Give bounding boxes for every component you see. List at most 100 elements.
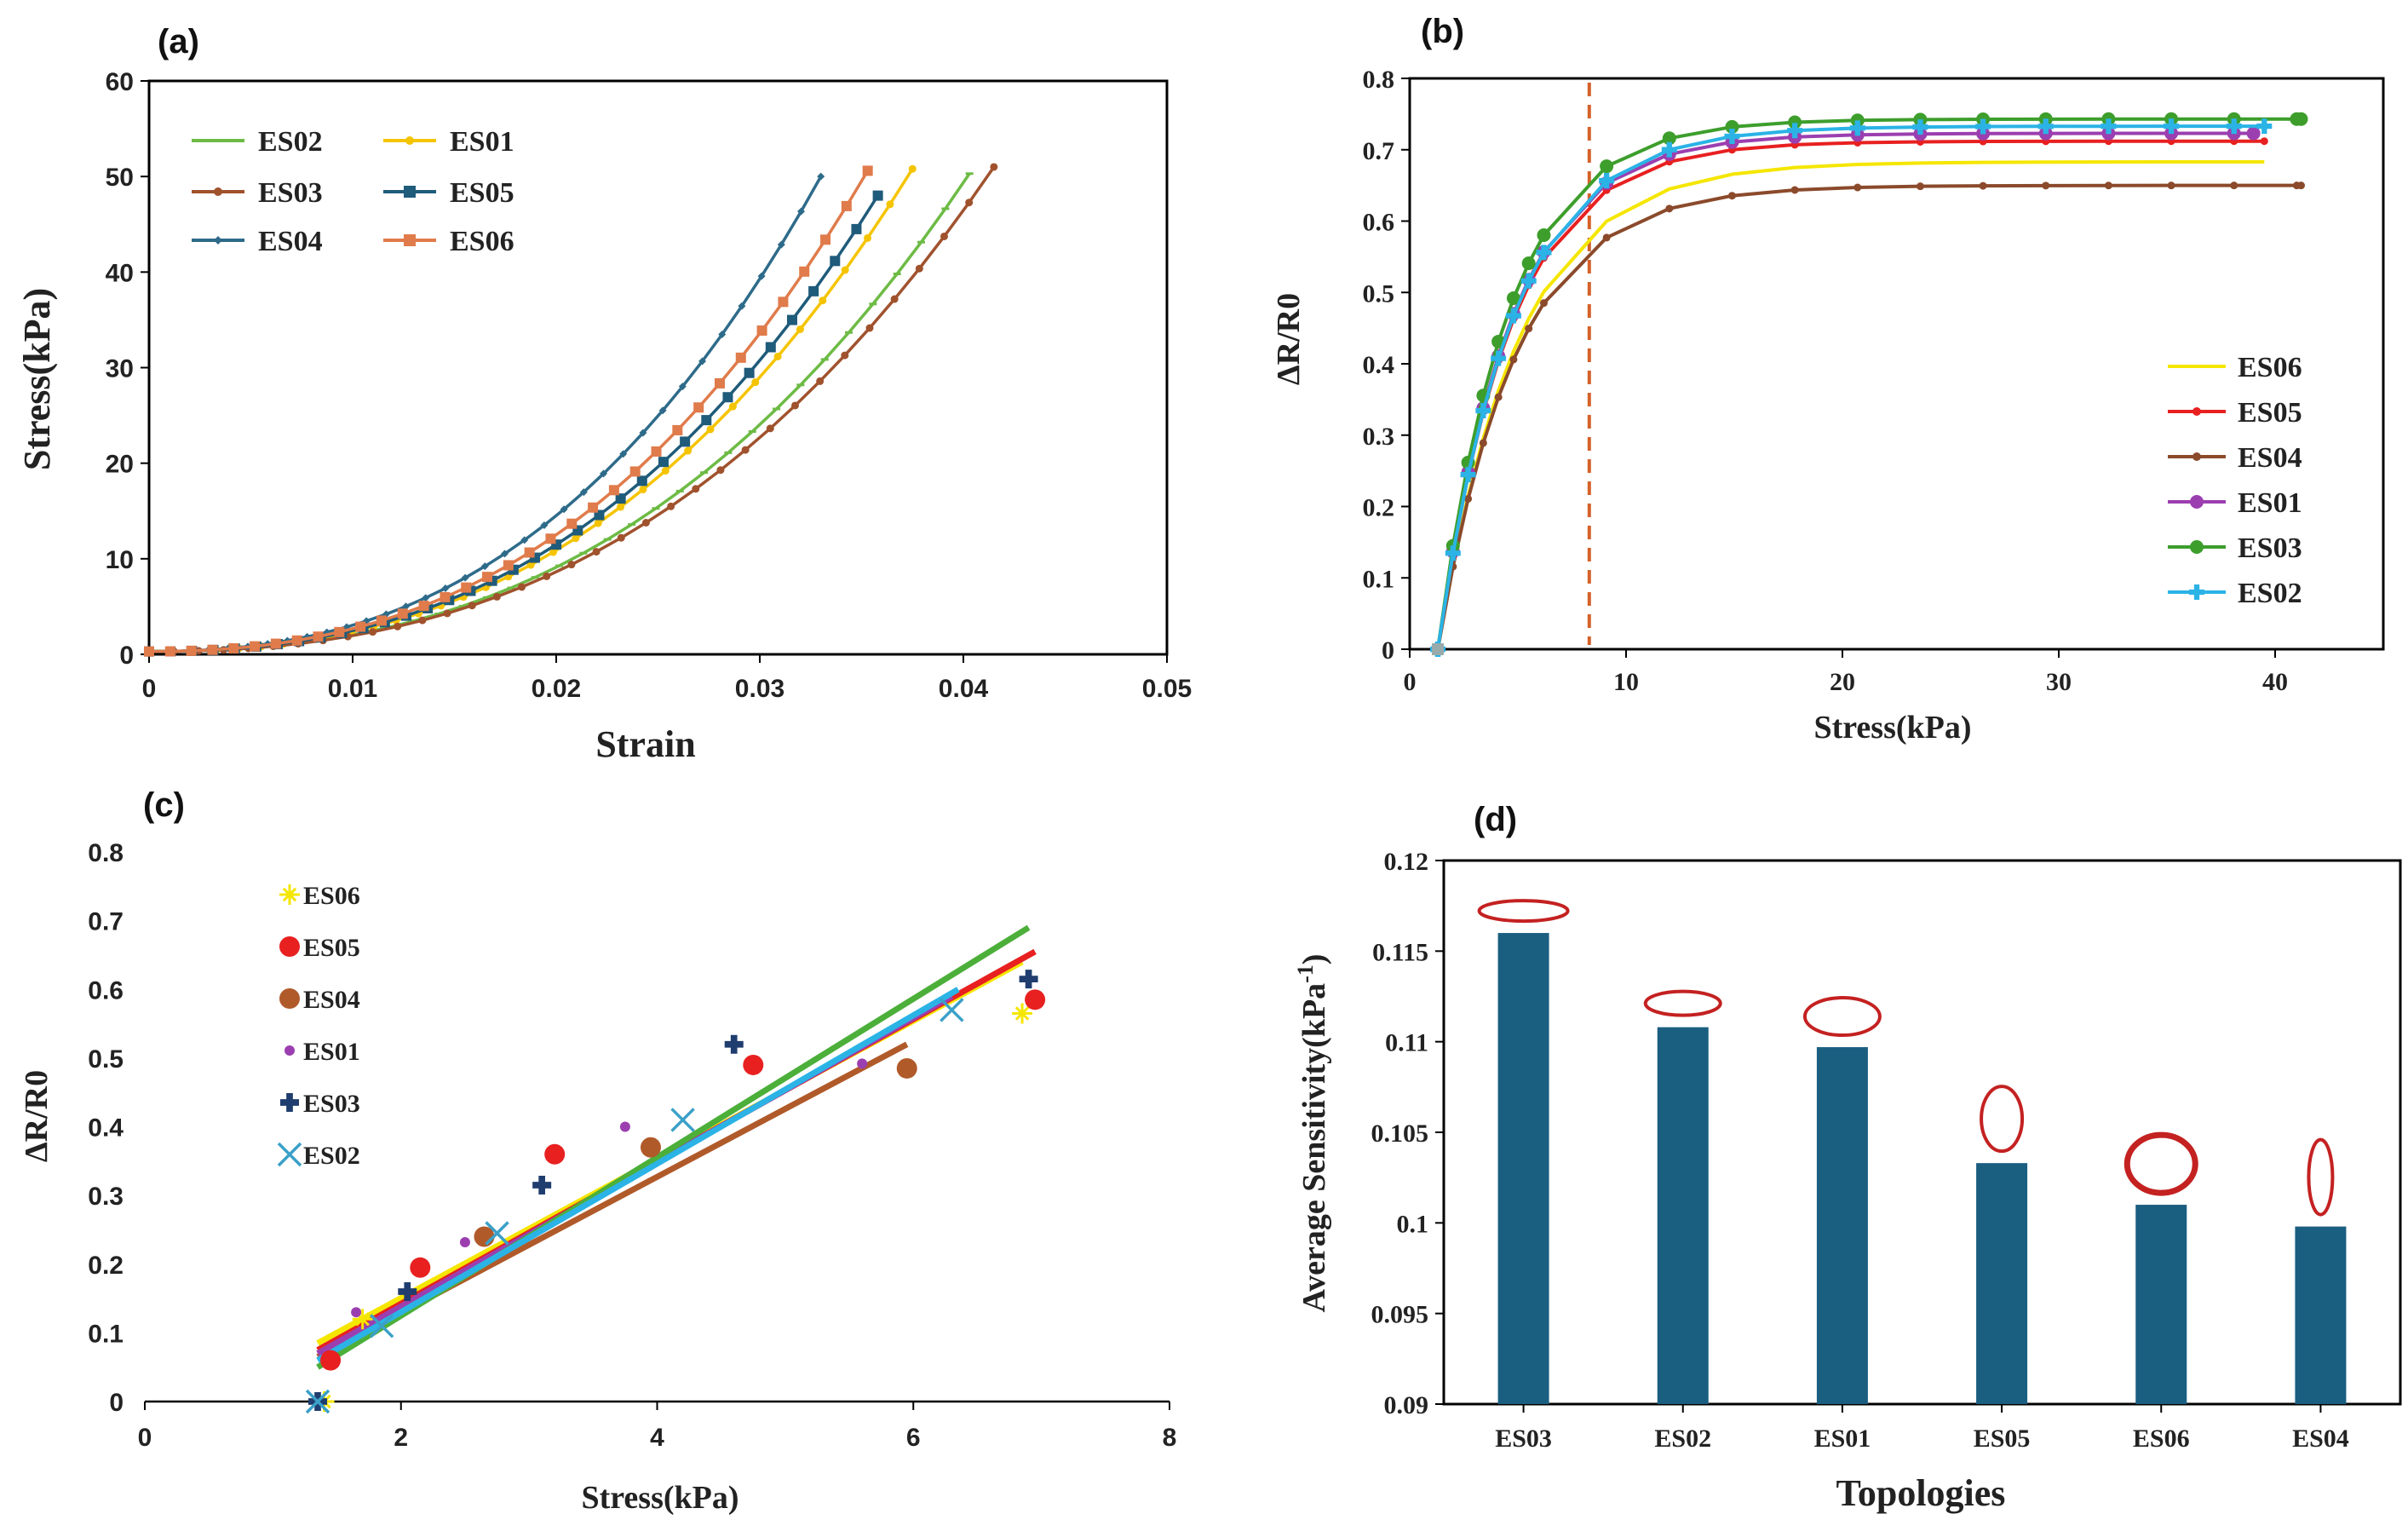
bar-group-es06: ES06 bbox=[2124, 1131, 2198, 1453]
series-point bbox=[841, 266, 849, 274]
series-point bbox=[468, 602, 476, 610]
series-point bbox=[572, 534, 580, 543]
series-point bbox=[1853, 183, 1862, 192]
series-point bbox=[639, 429, 647, 437]
series-point bbox=[402, 602, 411, 611]
series-point bbox=[751, 378, 760, 387]
x-tick-label: 30 bbox=[2046, 668, 2072, 696]
series-point bbox=[786, 314, 797, 325]
series-point bbox=[990, 163, 998, 171]
series-point bbox=[718, 330, 727, 338]
data-point bbox=[743, 1054, 764, 1075]
bar-group-es03: ES03 bbox=[1477, 899, 1570, 1453]
legend-label: ES03 bbox=[258, 177, 323, 209]
legend-label: ES05 bbox=[303, 934, 360, 962]
x-tick-label: 0.02 bbox=[532, 675, 581, 703]
y-tick-label: 0 bbox=[1382, 636, 1394, 665]
series-point bbox=[714, 377, 725, 389]
y-tick-label: 0.3 bbox=[88, 1183, 124, 1211]
series-point bbox=[2256, 118, 2273, 135]
y-tick-label: 0.1 bbox=[1397, 1210, 1429, 1238]
y-tick-label: 0 bbox=[119, 642, 134, 670]
series-point bbox=[1665, 204, 1674, 213]
panel-a-xlabel: Strain bbox=[595, 723, 695, 765]
series-line bbox=[1436, 124, 2265, 650]
series-point bbox=[890, 295, 899, 303]
series-point bbox=[2226, 118, 2242, 135]
points-es04 bbox=[474, 1057, 917, 1247]
y-tick-label: 0.2 bbox=[88, 1252, 124, 1280]
series-point bbox=[1537, 227, 1551, 242]
series-point bbox=[658, 457, 669, 468]
x-tick-label: 6 bbox=[906, 1424, 921, 1452]
series-point bbox=[526, 561, 535, 569]
series-point bbox=[394, 622, 402, 630]
bar bbox=[2135, 1205, 2187, 1404]
data-point bbox=[320, 1350, 342, 1371]
series-point bbox=[443, 609, 451, 618]
panel-b: (b) Stress(kPa) ΔR/R0 0 10 20 30 40 0 0.1 0.2 0.… bbox=[1271, 13, 2385, 745]
y-tick-label: 0.6 bbox=[88, 976, 124, 1005]
data-point bbox=[410, 1257, 431, 1278]
series-point bbox=[820, 234, 831, 245]
bar bbox=[1657, 1027, 1709, 1404]
series-point bbox=[2230, 181, 2238, 190]
series-point bbox=[592, 548, 601, 556]
series-point bbox=[2296, 181, 2305, 190]
series-point bbox=[1979, 181, 1987, 190]
points-es01 bbox=[351, 1058, 868, 1318]
panel-a: (a) Strain Stress(kPa) 0 0.01 0.02 0.03 0.04… bbox=[16, 23, 1192, 765]
series-point bbox=[915, 264, 923, 273]
series-point bbox=[766, 424, 774, 433]
panel-c-ylabel: ΔR/R0 bbox=[19, 1070, 55, 1162]
y-tick-label: 0.12 bbox=[1384, 848, 1429, 876]
series-point bbox=[186, 645, 197, 656]
legend-label: ES04 bbox=[258, 226, 323, 257]
series-point bbox=[1849, 120, 1865, 136]
legend-label: ES04 bbox=[303, 986, 360, 1014]
series-point bbox=[1494, 393, 1503, 401]
series-point bbox=[291, 635, 302, 646]
series-point bbox=[765, 342, 776, 353]
series-point bbox=[1479, 439, 1487, 447]
series-point bbox=[886, 200, 894, 209]
y-tick-label: 20 bbox=[106, 451, 134, 479]
bar bbox=[1497, 933, 1549, 1404]
legend-label: ES05 bbox=[2238, 397, 2302, 429]
series-point bbox=[1521, 256, 1536, 270]
series-point bbox=[851, 223, 862, 234]
series-point bbox=[369, 628, 377, 636]
x-tick-label: 0 bbox=[1404, 668, 1417, 696]
legend-label: ES02 bbox=[2238, 578, 2302, 609]
series-point bbox=[2246, 126, 2261, 141]
topology-ellipse bbox=[1802, 996, 1882, 1038]
bar bbox=[2295, 1226, 2347, 1404]
series-point bbox=[1600, 159, 1614, 174]
series-point bbox=[2167, 181, 2175, 190]
series-point bbox=[2104, 181, 2112, 190]
series-point bbox=[1662, 131, 1676, 146]
series-point bbox=[518, 583, 526, 591]
series-point bbox=[1536, 245, 1552, 261]
series-point bbox=[641, 519, 650, 527]
series-point bbox=[1661, 141, 1677, 158]
series-point bbox=[440, 591, 451, 602]
series-point bbox=[520, 536, 529, 544]
legend-marker bbox=[2192, 452, 2201, 461]
series-point bbox=[1475, 403, 1491, 419]
legend-label: ES03 bbox=[2238, 532, 2302, 564]
y-tick-label: 0.4 bbox=[1363, 351, 1395, 379]
series-point bbox=[418, 616, 427, 625]
y-tick-label: 40 bbox=[106, 259, 134, 287]
bar bbox=[1816, 1047, 1868, 1404]
panel-a-frame bbox=[147, 79, 1169, 656]
series-line bbox=[1436, 160, 2265, 650]
series-point bbox=[658, 406, 667, 415]
series-point bbox=[728, 402, 737, 411]
series-point bbox=[615, 493, 626, 504]
y-tick-label: 0.1 bbox=[1363, 565, 1395, 593]
bar-group-es01: ES01 bbox=[1802, 996, 1882, 1453]
points-es02 bbox=[305, 998, 964, 1414]
series-point bbox=[617, 503, 625, 511]
data-point bbox=[544, 1143, 566, 1165]
